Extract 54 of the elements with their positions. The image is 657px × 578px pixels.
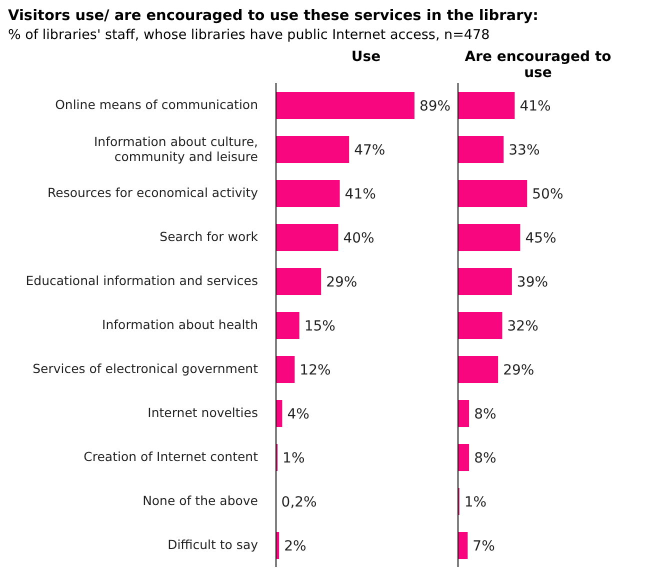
- bar: [276, 92, 414, 119]
- y-tick-label: Internet novelties: [148, 405, 258, 420]
- y-tick-label: Information about culture, community and leisure: [94, 134, 258, 164]
- data-label: 8%: [474, 406, 496, 422]
- data-label: 1%: [464, 494, 487, 510]
- bar: [458, 268, 512, 295]
- y-tick-label: Search for work: [160, 229, 259, 244]
- data-label: 29%: [503, 362, 534, 378]
- data-label: 12%: [300, 362, 331, 378]
- data-label: 41%: [344, 186, 376, 202]
- y-tick-label: Educational information and services: [26, 273, 258, 288]
- y-tick-label: Services of electronical government: [32, 361, 258, 376]
- data-label: 0,2%: [281, 494, 317, 510]
- bar: [276, 136, 350, 163]
- bar: [276, 356, 295, 383]
- bar: [276, 224, 338, 251]
- data-label: 47%: [354, 142, 386, 158]
- chart-subtitle: % of libraries' staff, whose libraries have public Internet access, n=478: [8, 27, 491, 43]
- y-tick-label: Information about health: [102, 317, 258, 332]
- data-label: 89%: [419, 98, 451, 114]
- data-label: 41%: [520, 98, 551, 114]
- x-axis-title: Use: [350, 49, 382, 67]
- y-tick-label: Online means of communication: [55, 97, 258, 112]
- bar: [276, 312, 300, 339]
- data-label: 33%: [508, 142, 540, 158]
- bar: [458, 400, 470, 427]
- data-label: 45%: [525, 230, 556, 246]
- data-label: 7%: [472, 538, 495, 554]
- data-label: 50%: [532, 186, 564, 202]
- bar: [458, 444, 470, 471]
- data-label: 40%: [343, 230, 374, 246]
- data-label: 32%: [507, 318, 538, 334]
- y-tick-label: Resources for economical activity: [48, 185, 259, 200]
- data-label: 15%: [304, 318, 336, 334]
- bar: [458, 224, 520, 251]
- y-tick-label: Difficult to say: [168, 537, 259, 552]
- data-label: 2%: [284, 538, 306, 554]
- bar: [458, 312, 502, 339]
- bar: [458, 136, 504, 163]
- bar: [276, 180, 340, 207]
- data-label: 1%: [282, 450, 305, 466]
- bar: [458, 532, 468, 559]
- bar: [276, 268, 322, 295]
- bar: [458, 180, 528, 207]
- bar: [458, 92, 515, 119]
- bar: [458, 356, 498, 383]
- y-tick-label: Creation of Internet content: [84, 449, 258, 464]
- y-tick-label: None of the above: [142, 493, 258, 508]
- data-label: 8%: [474, 450, 496, 466]
- data-label: 4%: [287, 406, 310, 422]
- chart-title: Visitors use/ are encouraged to use these services in the library:: [8, 8, 540, 24]
- x-axis-title: Are encouraged to use: [464, 49, 612, 83]
- data-label: 39%: [516, 274, 548, 290]
- data-label: 29%: [326, 274, 358, 290]
